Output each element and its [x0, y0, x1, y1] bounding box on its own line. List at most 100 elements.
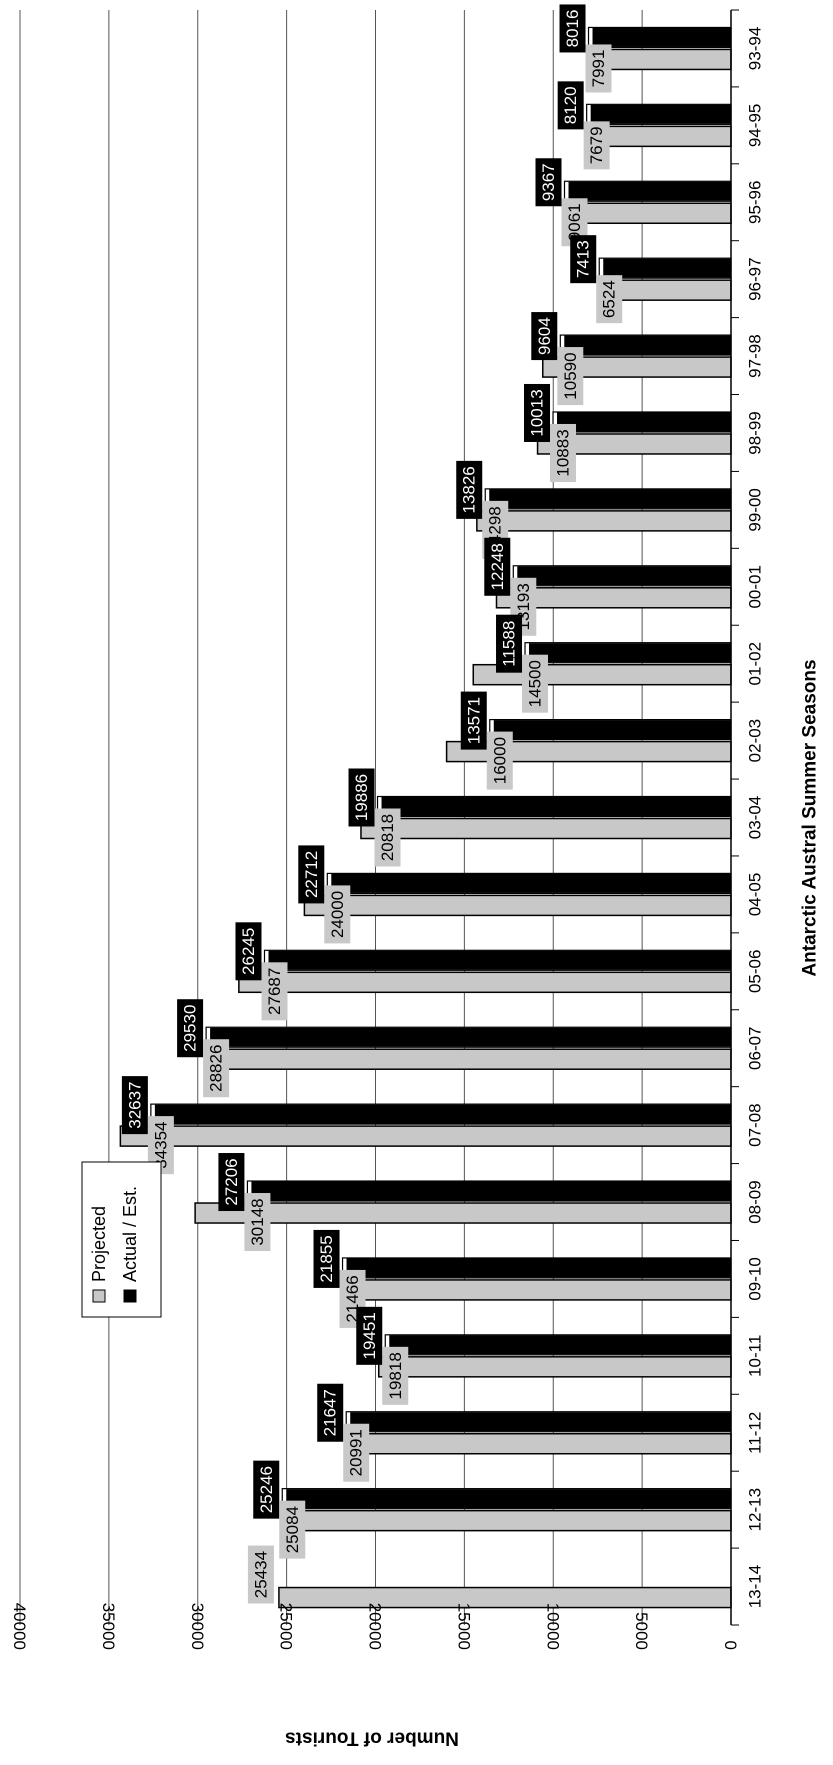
data-label-bg: [235, 922, 262, 981]
data-label-bg: [121, 1076, 148, 1135]
y-axis-label: Number of Tourists: [285, 1728, 459, 1749]
data-label: 10590: [561, 352, 580, 399]
legend: Projected Actual / Est.: [81, 1161, 162, 1318]
data-label: 8120: [561, 86, 580, 124]
x-tick-label: 06-07: [746, 1026, 765, 1069]
grid-lines: [19, 10, 643, 1625]
bar-actual: [381, 797, 731, 816]
x-tick-label: 09-10: [746, 1257, 765, 1300]
bar-actual: [251, 1181, 732, 1201]
bar-actual: [568, 181, 731, 201]
data-label-bg: [382, 1346, 409, 1405]
data-label: 19818: [386, 1352, 405, 1399]
legend-swatch-projected: [92, 1289, 106, 1303]
bar-projected: [284, 1509, 732, 1532]
bar-actual: [489, 489, 731, 509]
data-label: 20818: [378, 814, 397, 861]
data-label: 8016: [563, 10, 582, 48]
bar-actual: [210, 1027, 731, 1047]
bar-projected: [278, 1586, 732, 1609]
bar-actual: [592, 27, 731, 47]
y-tick-label: 30000: [188, 1603, 207, 1650]
data-label: 25084: [283, 1506, 302, 1553]
data-label: 32637: [125, 1081, 144, 1128]
bar-projected: [217, 1048, 732, 1070]
x-axis-label: Antarctic Austral Summer Seasons: [800, 659, 821, 976]
data-label: 7679: [587, 126, 606, 164]
x-tick-label: 00-01: [746, 565, 765, 608]
data-label-bg: [324, 885, 351, 944]
data-label-bg: [524, 383, 551, 442]
data-label-bg: [356, 1306, 383, 1365]
data-label-bg: [460, 691, 487, 750]
x-tick-label: 98-99: [746, 411, 765, 454]
x-tick-label: 11-12: [746, 1412, 765, 1454]
data-label: 13826: [460, 466, 479, 513]
bar-projected: [569, 202, 732, 225]
bar-actual: [603, 258, 731, 278]
data-label: 29530: [181, 1005, 200, 1052]
y-tick-label: 0: [721, 1641, 740, 1650]
data-label: 19451: [360, 1312, 379, 1359]
data-label: 6524: [600, 280, 619, 318]
data-label-bg: [244, 1193, 271, 1252]
x-tick-label: 02-03: [746, 719, 765, 762]
bar-actual: [350, 1412, 731, 1432]
data-label: 9604: [535, 317, 554, 355]
data-label-bg: [317, 1383, 344, 1442]
data-label: 25246: [257, 1466, 276, 1513]
bar-actual: [493, 720, 731, 740]
data-label: 16000: [490, 737, 509, 784]
data-label-bg: [585, 44, 612, 93]
legend-label-projected: Projected: [89, 1206, 109, 1282]
bar-projected: [238, 971, 732, 994]
data-label: 7413: [574, 240, 593, 278]
data-label-bg: [522, 654, 549, 713]
data-label-bg: [177, 999, 204, 1058]
data-label-bg: [218, 1153, 245, 1212]
data-label: 26245: [239, 928, 258, 975]
y-tick-label: 20000: [366, 1603, 385, 1650]
x-tick-label: 93-94: [746, 27, 765, 70]
data-label: 27206: [222, 1158, 241, 1205]
bar-actual: [517, 566, 731, 586]
bar-projected: [476, 510, 732, 532]
y-tick-label: 15000: [454, 1603, 473, 1650]
data-label: 11588: [500, 621, 519, 667]
x-tick-label: 95-96: [746, 181, 765, 224]
data-label: 25434: [251, 1551, 270, 1598]
bar-projected: [194, 1202, 732, 1224]
data-label-bg: [253, 1460, 280, 1519]
y-tick-label: 25000: [277, 1603, 296, 1650]
data-label: 28826: [207, 1045, 226, 1092]
data-label-bg: [247, 1545, 274, 1604]
bar-actual: [331, 873, 731, 893]
x-tick-label: 97-98: [746, 334, 765, 377]
bar-projected: [119, 1125, 732, 1147]
data-label-bg: [550, 423, 577, 482]
data-label-bg: [596, 275, 623, 324]
data-label-bg: [570, 235, 597, 284]
data-label: 9367: [539, 163, 558, 201]
data-label: 20991: [347, 1429, 366, 1476]
x-tick-label: 04-05: [746, 873, 765, 916]
y-tick-label: 35000: [99, 1603, 118, 1650]
data-label: 7991: [589, 50, 608, 88]
bar-actual: [389, 1335, 731, 1355]
data-label-bg: [531, 312, 558, 361]
data-label: 30148: [248, 1198, 267, 1245]
data-label: 10013: [528, 389, 547, 436]
bar-projected: [377, 1356, 732, 1378]
bar-actual: [154, 1104, 731, 1124]
data-label: 21855: [317, 1235, 336, 1282]
bar-actual: [286, 1489, 731, 1509]
bar-actual: [557, 412, 731, 432]
bar-actual: [564, 335, 731, 355]
data-label-bg: [203, 1039, 230, 1098]
x-tick-label: 96-97: [746, 257, 765, 300]
data-label-bg: [484, 537, 511, 596]
bar-actual: [346, 1258, 731, 1278]
data-label-bg: [486, 731, 513, 790]
